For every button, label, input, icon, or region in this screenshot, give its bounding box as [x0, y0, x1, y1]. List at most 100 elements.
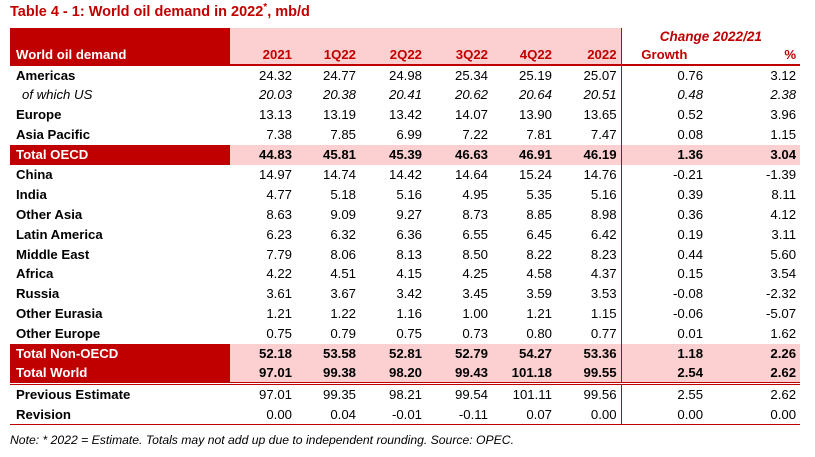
table-row: Americas 24.32 24.77 24.98 25.34 25.19 25.07 0.… [10, 64, 801, 85]
column-header-1: 2021 [230, 45, 296, 65]
cell-value: 1.21 [266, 306, 292, 322]
cell-value: 0.80 [526, 326, 552, 342]
row-label: Asia Pacific [16, 127, 91, 143]
cell-value: 0.52 [620, 104, 708, 125]
cell-value: 0.19 [620, 224, 708, 245]
cell-value: 2.26 [707, 343, 801, 364]
cell-value: 97.01 [230, 363, 296, 386]
cell-value: 13.90 [518, 107, 552, 123]
cell-value: 4.58 [526, 266, 552, 282]
cell-value: 1.16 [396, 306, 422, 322]
cell-value: 8.63 [266, 206, 292, 222]
cell-value: 6.42 [590, 226, 617, 242]
cell-value: 0.01 [620, 323, 708, 344]
cell-value: 6.36 [396, 226, 422, 242]
column-header-2: 1Q22 [296, 45, 360, 65]
cell-value: 8.85 [526, 206, 552, 222]
row-label: Americas [10, 64, 230, 85]
cell-value: 5.16 [396, 186, 422, 202]
cell-value: 3.42 [396, 286, 422, 302]
cell-value: 0.77 [590, 326, 617, 342]
cell-value: 98.20 [360, 363, 426, 386]
column-header-6: 2022 [556, 45, 622, 65]
cell-value: 1.21 [526, 306, 552, 322]
table-row: Latin America 6.23 6.32 6.36 6.55 6.45 6.42 0.1… [10, 224, 800, 245]
sub-row: of which US 20.03 20.38 20.41 20.62 20.64 20.5… [10, 85, 800, 105]
cell-value: 13.19 [322, 107, 356, 123]
row-label-header: World oil demand [10, 45, 230, 65]
cell-value: 99.43 [426, 363, 492, 386]
cell-value: 2.54 [620, 363, 708, 386]
cell-value: 7.85 [330, 127, 356, 143]
cell-value: 3.53 [590, 286, 617, 302]
cell-value: 1.00 [462, 306, 488, 322]
cell-value: 2.38 [770, 87, 797, 103]
cell-value: 0.48 [620, 85, 708, 105]
cell-value: 3.04 [707, 144, 801, 165]
table-row: Africa 4.22 4.51 4.15 4.25 4.58 4.37 0.15 3.54 [10, 264, 800, 284]
table-title-text: Table 4 - 1: World oil demand in 2022 [10, 4, 264, 20]
cell-value: 7.79 [266, 246, 292, 262]
cell-value: 4.12 [770, 206, 797, 222]
cell-value: 3.96 [770, 107, 797, 123]
cell-value: 6.32 [330, 226, 356, 242]
row-label: of which US [22, 87, 93, 103]
cell-value: 14.76 [583, 167, 617, 182]
cell-value: 4.77 [266, 186, 292, 202]
cell-value: 0.75 [266, 326, 292, 342]
cell-value: -5.07 [766, 306, 797, 322]
cell-value: -0.21 [620, 164, 708, 185]
cell-value: 0.76 [620, 64, 708, 85]
oil-demand-table: Change 2022/21 World oil demand 2021 1Q22… [10, 28, 801, 425]
table-body: Americas 24.32 24.77 24.98 25.34 25.19 25.07 0.… [10, 64, 801, 425]
cell-value: 1.15 [590, 306, 617, 322]
cell-value: 13.42 [388, 107, 422, 123]
header-row-columns: World oil demand 2021 1Q22 2Q22 3Q22 4Q22 202… [10, 45, 800, 65]
cell-value: 44.83 [230, 144, 296, 165]
cell-value: 15.24 [518, 167, 552, 182]
cell-value: 3.61 [266, 286, 292, 302]
cell-value: 99.56 [583, 387, 617, 403]
table-row: Other Eurasia 1.21 1.22 1.16 1.00 1.21 1.15 -0.… [10, 303, 800, 324]
cell-value: 1.22 [330, 306, 356, 322]
cell-value: -1.39 [766, 167, 797, 182]
cell-value: 24.32 [230, 64, 296, 85]
cell-value: 0.00 [230, 404, 296, 425]
row-label: Revision [10, 404, 230, 425]
table-row: Other Europe 0.75 0.79 0.75 0.73 0.80 0.77 0.01… [10, 323, 800, 344]
cell-value: 3.54 [770, 266, 797, 282]
cell-value: 52.81 [360, 343, 426, 364]
cell-value: 0.00 [556, 404, 622, 425]
cell-value: 14.07 [454, 107, 488, 123]
cell-value: -2.32 [766, 286, 797, 302]
cell-value: 1.36 [620, 144, 708, 165]
column-header-8: % [784, 47, 797, 62]
cell-value: 46.91 [492, 144, 556, 165]
table-title-unit: , mb/d [267, 4, 310, 20]
row-label: Total OECD [10, 144, 230, 165]
cell-value: 7.38 [266, 127, 292, 143]
header-period-band [230, 28, 622, 45]
cell-value: 3.45 [462, 286, 488, 302]
row-label: Previous Estimate [16, 387, 131, 403]
cell-value: 0.75 [396, 326, 422, 342]
cell-value: 8.13 [396, 246, 422, 262]
cell-value: 3.59 [526, 286, 552, 302]
row-label: Other Asia [16, 206, 83, 222]
cell-value: 3.67 [330, 286, 356, 302]
cell-value: 6.23 [266, 226, 292, 242]
cell-value: 99.55 [556, 363, 622, 386]
cell-value: 9.27 [396, 206, 422, 222]
row-label: Middle East [16, 246, 90, 262]
column-header-3: 2Q22 [360, 45, 426, 65]
cell-value: 5.35 [526, 186, 552, 202]
cell-value: 14.74 [322, 167, 356, 182]
table-note: Note: * 2022 = Estimate. Totals may not … [10, 433, 514, 447]
table-row: Revision 0.00 0.04 -0.01 -0.11 0.07 0.00 0.00 0.… [10, 404, 801, 425]
cell-value: 6.55 [462, 226, 488, 242]
row-label: Europe [16, 107, 62, 123]
cell-value: 20.03 [258, 87, 292, 103]
cell-value: 7.22 [462, 127, 488, 143]
cell-value: 3.11 [771, 226, 797, 242]
header-row-top: Change 2022/21 [10, 28, 801, 45]
